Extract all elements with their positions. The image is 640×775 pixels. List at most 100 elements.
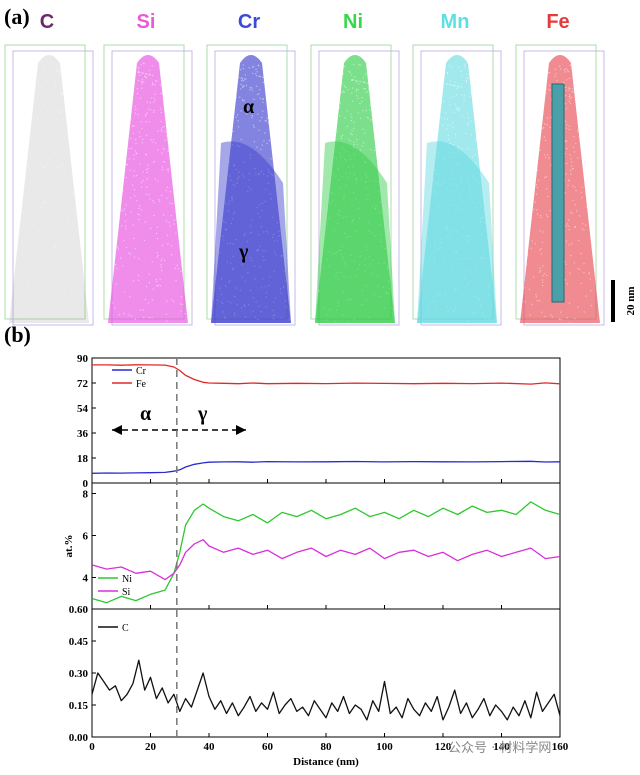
atom-dot xyxy=(28,282,30,284)
atom-dot xyxy=(341,176,343,178)
atom-dot xyxy=(551,316,553,318)
atom-dot xyxy=(348,235,350,237)
atom-dot xyxy=(539,300,541,302)
atom-dot xyxy=(450,66,453,69)
atom-dot xyxy=(539,230,541,232)
atom-dot xyxy=(444,295,447,297)
atom-dot xyxy=(137,279,140,281)
atom-dot xyxy=(477,188,479,191)
atom-dot xyxy=(62,93,64,95)
atom-dot xyxy=(391,312,394,315)
atom-dot xyxy=(138,214,141,216)
atom-dot xyxy=(343,194,345,196)
atom-dot xyxy=(578,239,580,242)
atom-dot xyxy=(165,189,167,192)
atom-dot xyxy=(128,148,130,150)
atom-dot xyxy=(424,296,427,299)
atom-dot xyxy=(464,298,467,300)
atom-dot xyxy=(274,251,276,253)
atom-dot xyxy=(351,220,354,222)
atom-dot xyxy=(447,83,449,85)
atom-dot xyxy=(566,147,568,150)
atom-dot xyxy=(150,139,152,141)
atom-dot xyxy=(122,210,124,212)
atom-dot xyxy=(143,75,146,78)
atom-dot xyxy=(364,81,366,84)
atom-dot xyxy=(139,205,141,207)
atom-dot xyxy=(572,168,574,170)
atom-dot xyxy=(451,171,454,174)
atom-dot xyxy=(180,296,183,298)
atom-dot xyxy=(364,74,366,76)
atom-dot xyxy=(173,301,175,303)
atom-dot xyxy=(362,81,365,83)
subplot-1: 0 18 36 54 72 90 Cr Fe xyxy=(77,353,561,490)
atom-dot xyxy=(244,74,246,76)
atom-dot xyxy=(148,316,150,319)
apt-reconstruction-panel: C Si Cr α γ Ni Mn Fe 20 nm xyxy=(4,11,637,326)
atom-dot xyxy=(262,250,264,252)
atom-dot xyxy=(180,310,182,312)
atom-dot xyxy=(461,94,463,96)
atom-dot xyxy=(264,200,266,203)
atom-dot xyxy=(452,191,454,193)
atom-dot xyxy=(341,245,343,248)
atom-dot xyxy=(470,134,472,136)
atom-dot xyxy=(478,298,480,301)
atom-dot xyxy=(572,91,574,93)
atom-dot xyxy=(345,171,348,173)
atom-dot xyxy=(575,142,577,145)
atom-dot xyxy=(240,307,243,309)
atom-dot xyxy=(232,130,234,133)
atom-dot xyxy=(583,271,585,274)
atom-dot xyxy=(227,210,230,212)
atom-dot xyxy=(133,170,135,172)
atom-dot xyxy=(149,74,151,76)
atom-dot xyxy=(116,246,119,248)
atom-dot xyxy=(577,306,579,308)
atom-dot xyxy=(120,209,123,211)
atom-dot xyxy=(365,198,368,200)
atom-dot xyxy=(462,295,464,297)
atom-dot xyxy=(258,173,260,175)
atom-dot xyxy=(466,62,468,64)
atom-dot xyxy=(152,82,154,84)
atom-dot xyxy=(255,249,258,251)
atom-dot xyxy=(450,84,453,86)
atom-dot xyxy=(346,125,348,128)
atom-dot xyxy=(285,279,287,282)
atom-dot xyxy=(266,142,268,145)
atom-dot xyxy=(225,285,227,287)
atom-dot xyxy=(264,285,267,288)
y-tick-label: 0.45 xyxy=(69,636,89,648)
atom-dot xyxy=(261,209,263,211)
atom-dot xyxy=(161,152,163,154)
atom-dot xyxy=(254,278,256,280)
atom-dot xyxy=(344,117,347,119)
atom-dot xyxy=(153,111,155,114)
atom-dot xyxy=(351,116,353,118)
atom-dot xyxy=(62,188,64,191)
atom-dot xyxy=(350,119,353,122)
atom-dot xyxy=(357,112,360,114)
atom-dot xyxy=(272,309,274,312)
atom-dot xyxy=(163,161,165,163)
atom-dot xyxy=(544,176,546,179)
atom-dot xyxy=(164,131,167,133)
atom-dot xyxy=(373,235,376,237)
alpha-label: α xyxy=(243,96,254,118)
atom-dot xyxy=(359,264,361,266)
atom-dot xyxy=(220,278,223,280)
atom-dot xyxy=(157,130,159,132)
atom-dot xyxy=(116,268,118,270)
atom-dot xyxy=(165,313,168,315)
atom-dot xyxy=(542,265,544,267)
atom-dot xyxy=(133,175,135,177)
atom-dot xyxy=(226,242,229,245)
atom-dot xyxy=(375,205,377,207)
atom-dot xyxy=(259,97,261,100)
atom-dot xyxy=(353,76,356,78)
atom-dot xyxy=(351,79,353,81)
atom-dot xyxy=(569,93,571,96)
atom-dot xyxy=(224,222,227,224)
